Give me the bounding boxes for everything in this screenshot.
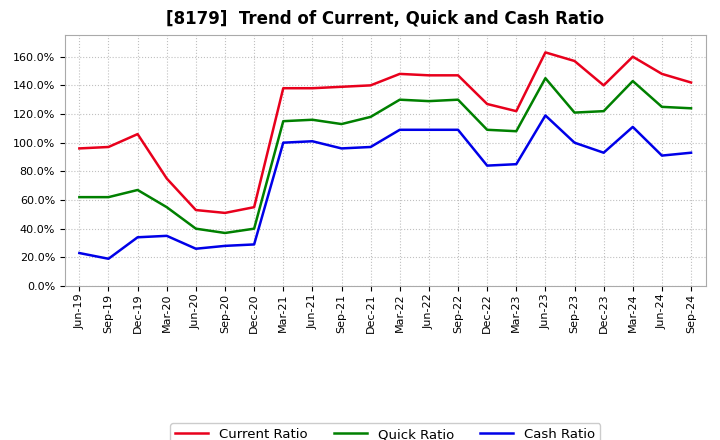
Quick Ratio — [570, 110, 579, 115]
Current Ratio — [133, 132, 142, 137]
Quick Ratio — [308, 117, 317, 122]
Current Ratio — [395, 71, 404, 77]
Quick Ratio — [425, 99, 433, 104]
Cash Ratio — [366, 144, 375, 150]
Cash Ratio — [279, 140, 287, 145]
Title: [8179]  Trend of Current, Quick and Cash Ratio: [8179] Trend of Current, Quick and Cash … — [166, 10, 604, 28]
Current Ratio — [163, 176, 171, 181]
Cash Ratio — [512, 161, 521, 167]
Cash Ratio — [657, 153, 666, 158]
Cash Ratio — [454, 127, 462, 132]
Cash Ratio — [133, 235, 142, 240]
Quick Ratio — [192, 226, 200, 231]
Quick Ratio — [599, 109, 608, 114]
Cash Ratio — [599, 150, 608, 155]
Quick Ratio — [279, 118, 287, 124]
Current Ratio — [541, 50, 550, 55]
Current Ratio — [512, 109, 521, 114]
Current Ratio — [192, 207, 200, 213]
Quick Ratio — [657, 104, 666, 110]
Current Ratio — [308, 86, 317, 91]
Quick Ratio — [75, 194, 84, 200]
Current Ratio — [366, 83, 375, 88]
Current Ratio — [250, 205, 258, 210]
Quick Ratio — [337, 121, 346, 127]
Cash Ratio — [570, 140, 579, 145]
Current Ratio — [570, 59, 579, 64]
Quick Ratio — [687, 106, 696, 111]
Quick Ratio — [163, 205, 171, 210]
Current Ratio — [75, 146, 84, 151]
Current Ratio — [220, 210, 229, 216]
Cash Ratio — [163, 233, 171, 238]
Line: Quick Ratio: Quick Ratio — [79, 78, 691, 233]
Quick Ratio — [454, 97, 462, 103]
Cash Ratio — [308, 139, 317, 144]
Cash Ratio — [220, 243, 229, 249]
Line: Current Ratio: Current Ratio — [79, 52, 691, 213]
Cash Ratio — [337, 146, 346, 151]
Cash Ratio — [629, 124, 637, 129]
Cash Ratio — [104, 256, 113, 261]
Cash Ratio — [425, 127, 433, 132]
Quick Ratio — [104, 194, 113, 200]
Quick Ratio — [133, 187, 142, 193]
Quick Ratio — [220, 230, 229, 235]
Legend: Current Ratio, Quick Ratio, Cash Ratio: Current Ratio, Quick Ratio, Cash Ratio — [170, 423, 600, 440]
Quick Ratio — [483, 127, 492, 132]
Quick Ratio — [395, 97, 404, 103]
Current Ratio — [425, 73, 433, 78]
Cash Ratio — [75, 250, 84, 256]
Cash Ratio — [395, 127, 404, 132]
Current Ratio — [104, 144, 113, 150]
Quick Ratio — [366, 114, 375, 120]
Cash Ratio — [250, 242, 258, 247]
Current Ratio — [629, 54, 637, 59]
Cash Ratio — [541, 113, 550, 118]
Quick Ratio — [541, 76, 550, 81]
Cash Ratio — [687, 150, 696, 155]
Quick Ratio — [250, 226, 258, 231]
Current Ratio — [279, 86, 287, 91]
Current Ratio — [657, 71, 666, 77]
Line: Cash Ratio: Cash Ratio — [79, 115, 691, 259]
Current Ratio — [483, 101, 492, 106]
Current Ratio — [599, 83, 608, 88]
Cash Ratio — [192, 246, 200, 251]
Current Ratio — [337, 84, 346, 89]
Current Ratio — [454, 73, 462, 78]
Current Ratio — [687, 80, 696, 85]
Cash Ratio — [483, 163, 492, 168]
Quick Ratio — [629, 78, 637, 84]
Quick Ratio — [512, 128, 521, 134]
